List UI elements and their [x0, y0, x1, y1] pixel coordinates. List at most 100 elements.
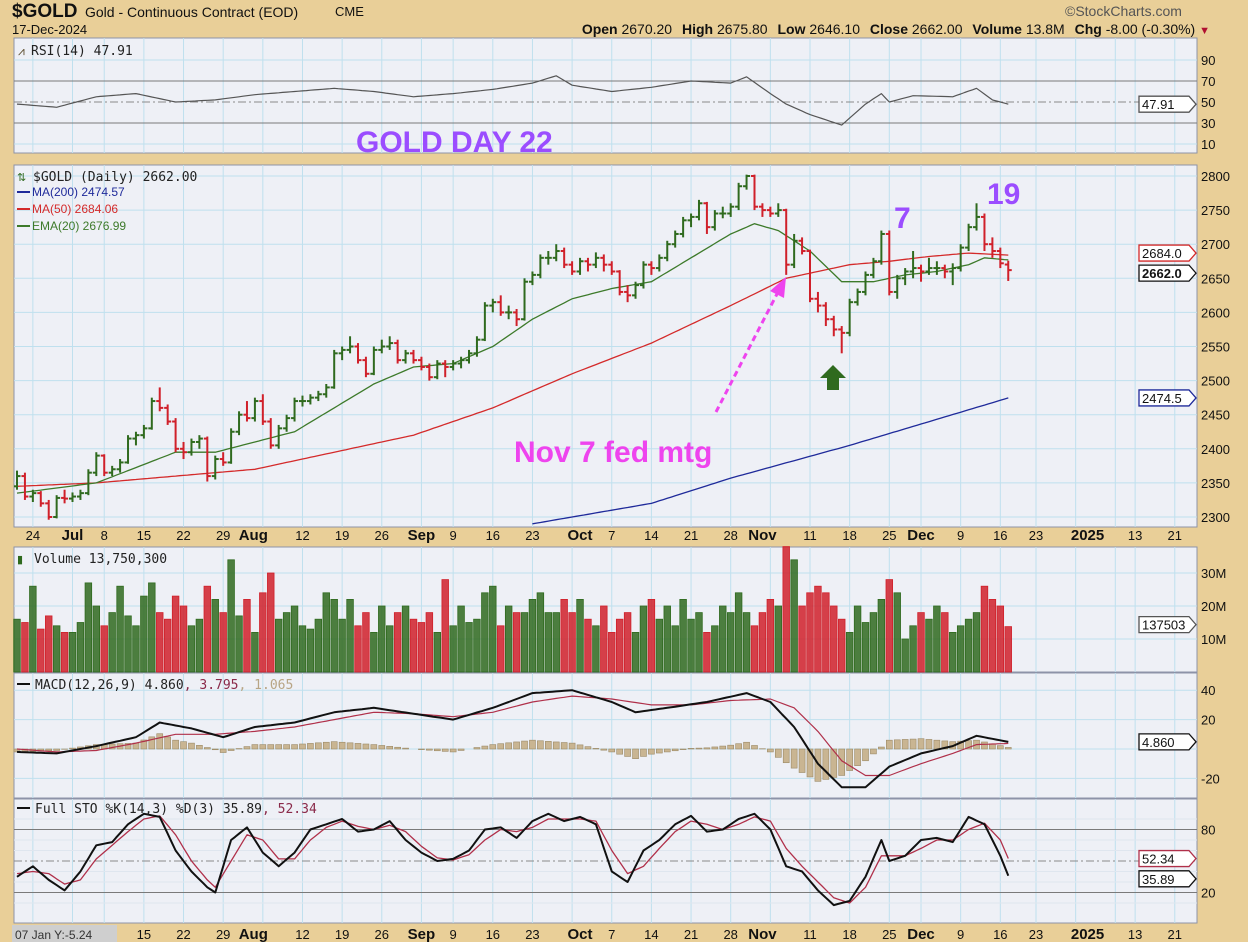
ohlc-bar — [877, 230, 885, 265]
macd-histogram-bar — [719, 745, 727, 750]
volume-bar — [259, 592, 267, 673]
x-tick-label: 22 — [176, 927, 190, 942]
ohlc-bar — [417, 356, 425, 371]
volume-bar — [798, 605, 806, 673]
macd-histogram-bar — [727, 744, 735, 750]
ohlc-bar — [378, 339, 386, 354]
ohlc-bar — [632, 281, 640, 299]
volume-bar — [941, 612, 949, 673]
macd-histogram-bar — [227, 748, 235, 751]
ohlc-bar — [711, 210, 719, 231]
macd-histogram-bar — [45, 748, 53, 752]
ma200-value-tag-box — [1138, 389, 1197, 407]
x-tick-label: 29 — [216, 528, 230, 543]
ohlc-bar — [251, 397, 259, 422]
volume-bar — [473, 618, 481, 673]
volume-bar — [885, 579, 893, 673]
macd-histogram-bar — [505, 742, 512, 750]
macd-histogram-bar — [878, 746, 885, 750]
volume-bar — [195, 618, 204, 673]
ohlc-bar — [616, 270, 624, 296]
x-tick-label: Dec — [907, 527, 935, 544]
macd-legend-value: 4.860 — [145, 678, 184, 693]
ohlc-bar — [108, 465, 116, 477]
volume-bar — [37, 628, 45, 673]
price-y-tick-label: 2700 — [1201, 237, 1230, 252]
x-tick-label: 21 — [1168, 528, 1182, 543]
ohlc-bar — [854, 288, 862, 306]
volume-bar — [179, 605, 188, 673]
volume-bar — [822, 592, 830, 673]
volume-bar — [893, 592, 901, 673]
volume-bar — [877, 599, 886, 673]
ohlc-bar — [362, 356, 370, 378]
macd-histogram-bar — [767, 748, 774, 753]
ohlc-bar — [187, 438, 195, 456]
macd-histogram-bar — [489, 744, 497, 750]
ohlc-bar — [1004, 260, 1012, 281]
x-tick-label: 16 — [993, 927, 1007, 942]
macd-histogram-bar — [378, 745, 386, 750]
volume-bar — [719, 605, 727, 673]
macd-histogram-bar — [885, 739, 893, 750]
macd-histogram-bar — [291, 744, 298, 750]
x-tick-label: 13 — [1128, 927, 1142, 942]
macd-histogram-bar — [608, 748, 616, 753]
ema20-legend: EMA(20) 2676.99 — [32, 219, 126, 233]
high-label: High — [681, 21, 714, 37]
macd-histogram-bar — [315, 742, 322, 750]
ohlc-bar — [489, 298, 497, 313]
volume-bar — [552, 612, 560, 673]
rsi-panel — [13, 37, 1198, 154]
chart-axes: 24 Jul 8 15 15 22 22 29 29 Aug Aug 12 12 19 19 26 26 Sep S… — [26, 53, 1230, 942]
price-y-tick-label: 2750 — [1201, 203, 1230, 218]
volume-bar — [322, 592, 330, 673]
copyright: ©StockCharts.com — [1065, 3, 1182, 19]
volume-legend-text: Volume 13,750,300 — [34, 552, 167, 567]
x-tick-label: 11 — [803, 528, 817, 543]
dashed-arrow-annotation — [714, 277, 786, 413]
ohlc-bar — [671, 230, 679, 248]
volume-bar — [687, 618, 695, 673]
volume-bar — [449, 625, 457, 673]
ma200-value-tag: 2474.5 — [1138, 389, 1197, 407]
macd-histogram-bar — [402, 747, 409, 750]
ohlc-bar — [291, 397, 299, 422]
volume-bar — [663, 605, 671, 673]
x-tick-label: 16 — [993, 528, 1007, 543]
volume-bar — [13, 618, 21, 673]
macd-histogram-bar — [219, 748, 227, 753]
ohlc-bar — [766, 206, 774, 217]
x-tick-label: 18 — [842, 528, 856, 543]
ohlc-bar — [695, 199, 703, 221]
volume-bar — [528, 599, 537, 673]
ohlc-bar — [306, 394, 314, 405]
x-tick-label: 22 — [176, 528, 190, 543]
price-y-tick-label: 2300 — [1201, 510, 1230, 525]
x-tick-label: 9 — [957, 528, 964, 543]
volume-bar — [243, 599, 251, 673]
ohlc-bar — [663, 240, 671, 262]
macd-histogram-bar — [354, 743, 362, 750]
annotation-title: GOLD DAY 22 — [356, 126, 553, 159]
x-tick-label: 15 — [137, 528, 151, 543]
volume-bar — [401, 605, 410, 673]
close-value-tag-text: 2662.0 — [1142, 266, 1182, 281]
ohlc-bar — [219, 452, 227, 466]
ohlc-bar — [465, 349, 473, 364]
ohlc-bar — [203, 436, 211, 482]
ohlc-bar — [441, 360, 449, 378]
down-triangle-icon: ▼ — [1199, 25, 1210, 37]
ma50-value-tag-text: 2684.0 — [1142, 246, 1182, 261]
volume-bar — [76, 622, 85, 673]
ohlc-bar — [624, 285, 632, 303]
ohlc-bar — [433, 360, 441, 380]
exchange: CME — [335, 4, 364, 19]
volume-bar — [433, 632, 441, 673]
ohlc-bar — [425, 363, 433, 381]
low-label: Low — [777, 21, 806, 37]
ohlc-bar — [386, 336, 394, 350]
volume-bar — [584, 618, 592, 673]
ohlc-bar — [497, 295, 505, 316]
